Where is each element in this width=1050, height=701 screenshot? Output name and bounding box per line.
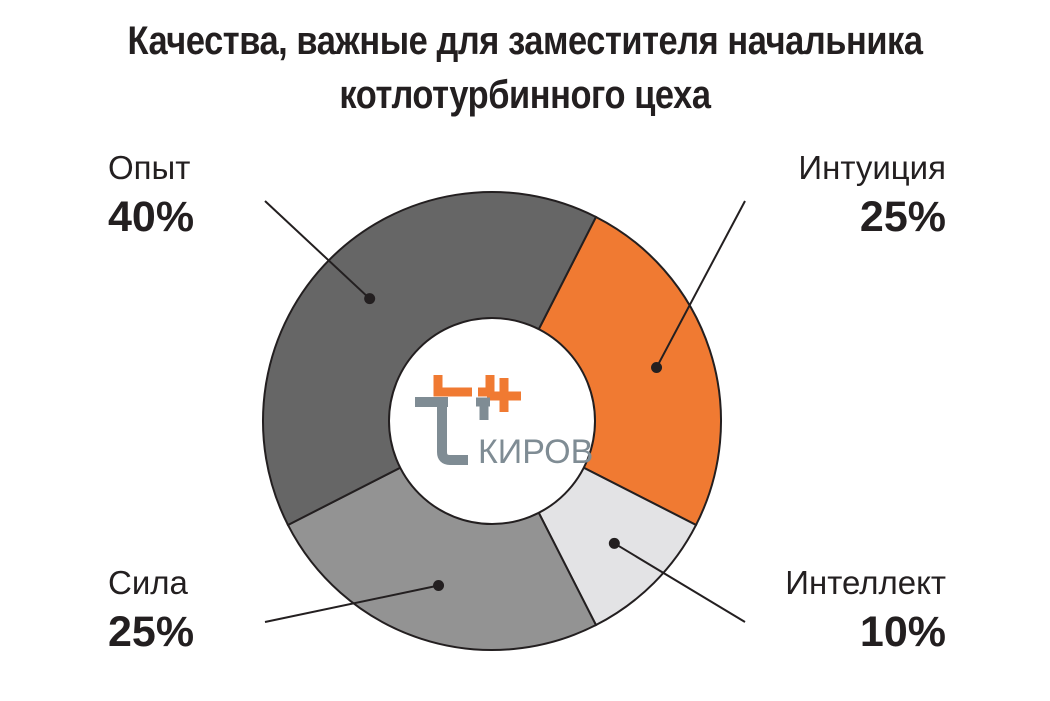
label-sila: Сила 25% bbox=[108, 563, 194, 657]
slice-value: 25% bbox=[108, 608, 195, 656]
leader-dot-2 bbox=[608, 537, 620, 549]
slice-label: Интуиция bbox=[798, 149, 946, 186]
leader-line-4 bbox=[264, 200, 371, 300]
chart-title-line-2: котлотурбинного цеха bbox=[339, 73, 711, 117]
slice-value: 40% bbox=[108, 193, 195, 241]
donut-hole bbox=[388, 317, 596, 525]
chart-title-line-1: Качества, важные для заместителя начальн… bbox=[127, 19, 923, 63]
slice-label: Интеллект bbox=[785, 564, 946, 601]
chart-title: Качества, важные для заместителя начальн… bbox=[74, 14, 977, 122]
leader-dot-4 bbox=[364, 293, 376, 305]
logo: КИРОВ bbox=[415, 375, 593, 471]
label-intellekt: Интеллект 10% bbox=[785, 563, 946, 657]
leader-dot-3 bbox=[433, 580, 445, 592]
label-intuitsiya: Интуиция 25% bbox=[798, 148, 946, 242]
label-opyt: Опыт 40% bbox=[108, 148, 194, 242]
slice-value: 25% bbox=[859, 193, 946, 241]
leader-line-1 bbox=[655, 200, 746, 369]
leader-dot-1 bbox=[651, 362, 663, 374]
slice-value: 10% bbox=[859, 608, 946, 656]
logo-wordmark: КИРОВ bbox=[478, 433, 593, 471]
t-plus-logo-icon bbox=[415, 375, 521, 465]
slice-label: Сила bbox=[108, 564, 188, 601]
leader-line-2 bbox=[613, 542, 746, 623]
leader-line-3 bbox=[264, 584, 439, 623]
leader-lines bbox=[264, 200, 746, 623]
slice-label: Опыт bbox=[108, 149, 191, 186]
